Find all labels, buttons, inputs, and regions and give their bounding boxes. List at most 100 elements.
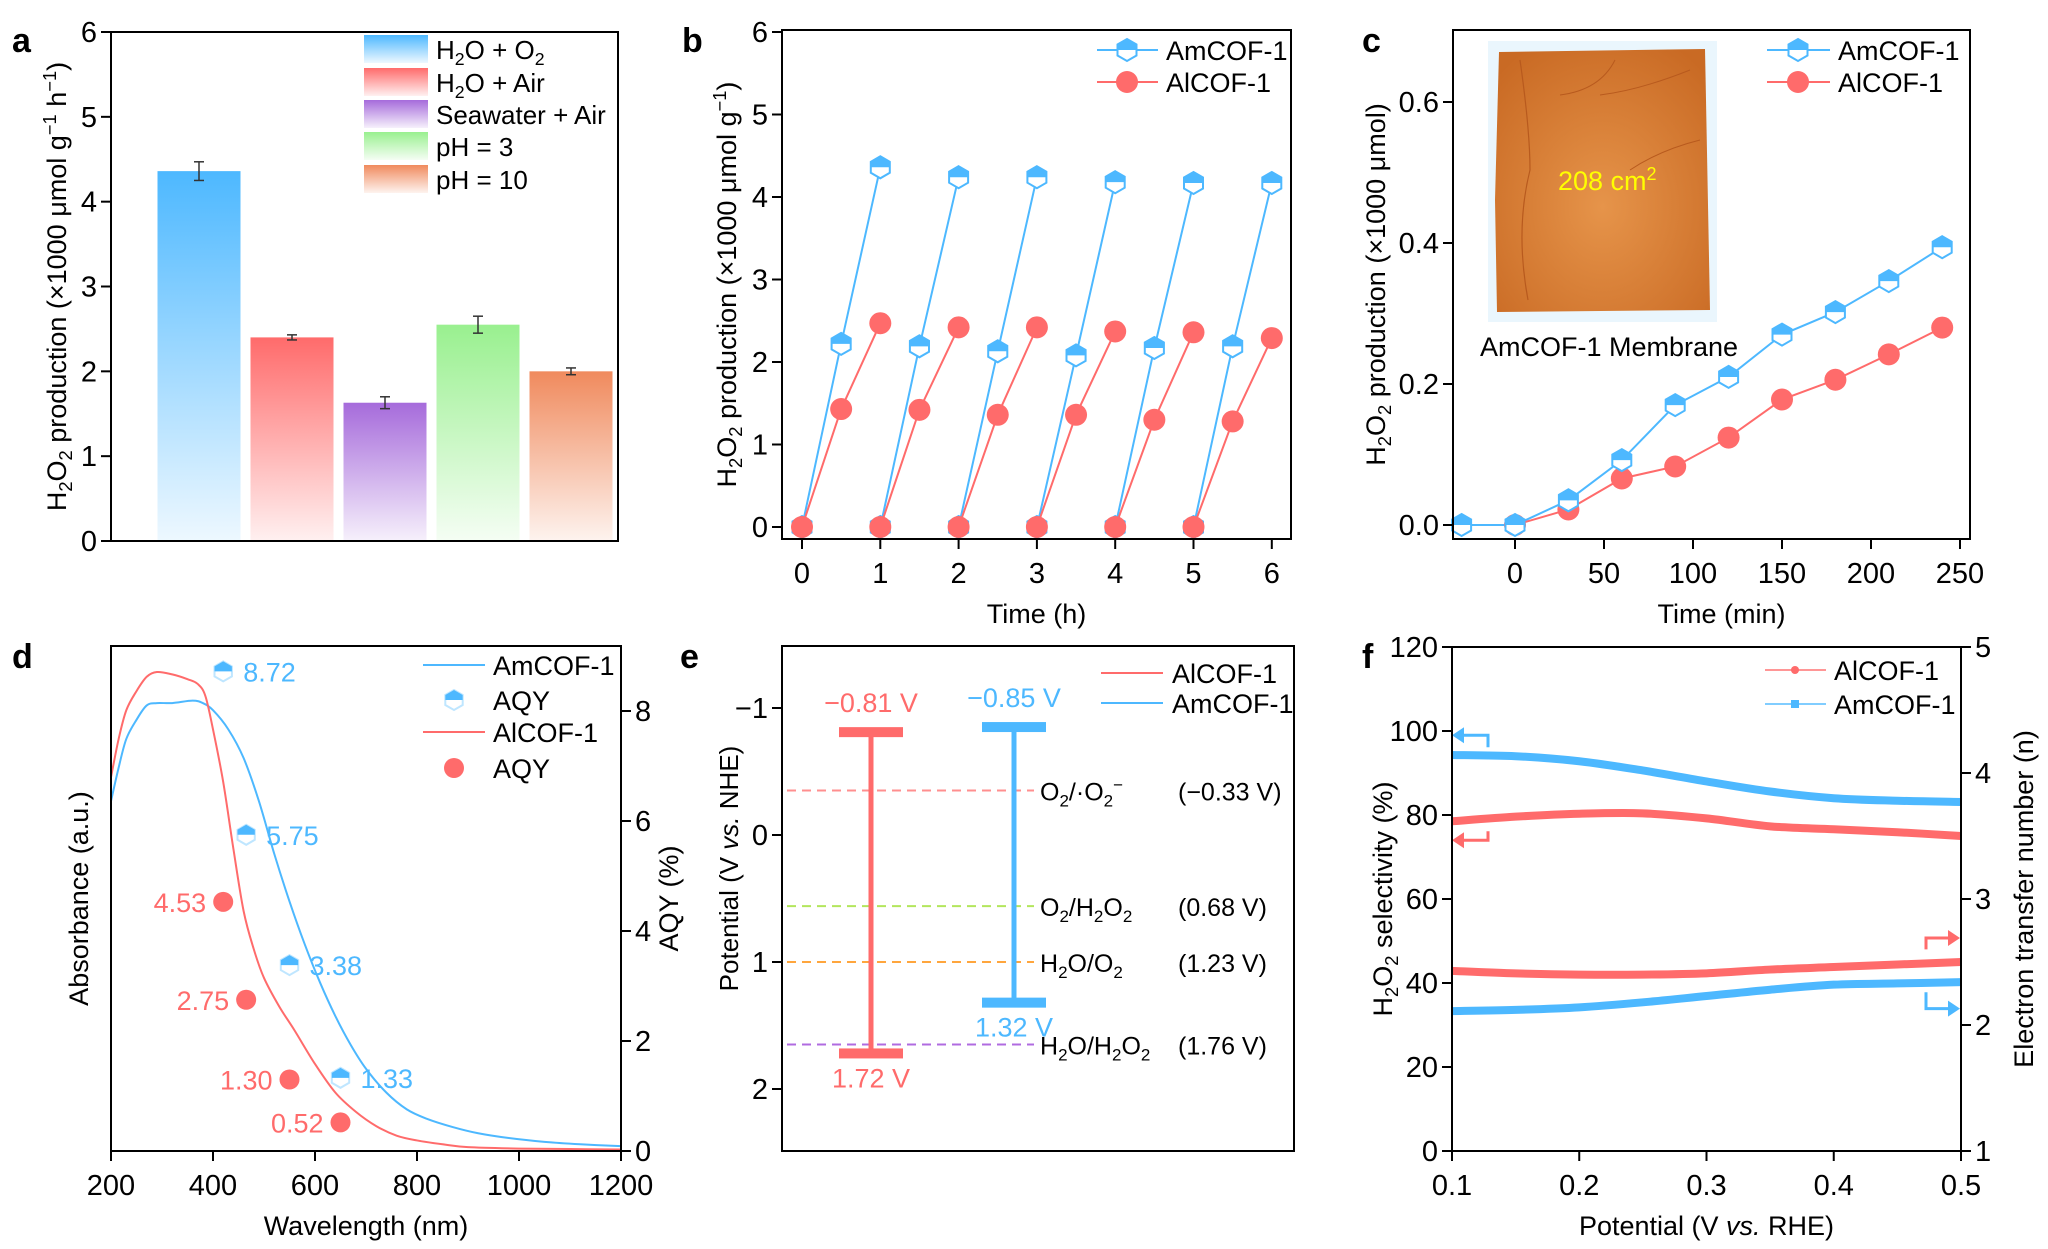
marker-fill: [1223, 335, 1243, 347]
legend-swatch: [364, 165, 428, 193]
label-segment: H: [1368, 997, 1398, 1017]
arrow-head: [1452, 832, 1464, 849]
AmCOF-1-line: [1461, 246, 1943, 526]
axes-frame: [1452, 29, 1971, 540]
x-tick-label: 0: [1507, 558, 1523, 590]
AlCOF-1-point: [1065, 403, 1088, 426]
label-segment: vs.: [1726, 1211, 1761, 1241]
AmCOF-1-point: [869, 155, 891, 180]
label-segment: 2: [455, 82, 465, 102]
label-segment: 2: [1059, 792, 1068, 811]
panel-label-e: e: [680, 638, 699, 676]
legend-label: AQY: [493, 686, 550, 716]
label-segment: H: [1040, 950, 1058, 978]
AlCOF-1-point: [1025, 316, 1048, 339]
vb-value-label: 1.72 V: [832, 1063, 910, 1093]
x-tick-label: 1: [872, 558, 888, 590]
label-segment: O: [1361, 415, 1391, 436]
aqy-point: [279, 1069, 300, 1090]
label-segment: −1: [709, 91, 730, 112]
AlCOF-1-line: [1192, 337, 1273, 528]
bar-1: [157, 171, 241, 542]
membrane-crack: [1559, 59, 1701, 171]
vb-value-label: 1.32 V: [975, 1013, 1053, 1043]
AmCOF-1-point: [830, 331, 852, 357]
x-tick-label: 5: [1185, 558, 1201, 590]
arrow-shaft: [1462, 733, 1490, 748]
reference-value-label: (1.76 V): [1178, 1033, 1267, 1061]
marker-fill: [1262, 171, 1282, 183]
label-segment: 2: [1141, 1046, 1150, 1065]
label-segment: O: [712, 437, 742, 458]
AmCOF-1-point: [1451, 512, 1473, 538]
aqy-point: [213, 891, 234, 912]
marker-fill: [445, 690, 463, 700]
inset-area-label: 208 cm2: [1558, 164, 1657, 196]
reference-value-label: (0.68 V): [1178, 894, 1267, 922]
AmCOF-1-point: [1504, 512, 1526, 538]
x-tick-label: 800: [393, 1170, 441, 1202]
arrow-shaft: [1462, 831, 1490, 842]
label-segment: O/H: [1068, 1033, 1112, 1061]
AmCOF-1-point: [1104, 170, 1126, 195]
bar-2: [250, 337, 334, 541]
label-segment: production (×1000 μmol g: [42, 135, 72, 450]
AlCOF-1-point: [1025, 516, 1048, 538]
AmCOF-1-vb-level: [982, 997, 1046, 1008]
marker-fill: [909, 335, 929, 347]
AlCOF-1-point: [869, 312, 892, 335]
x-tick-label: 0.3: [1686, 1170, 1726, 1202]
marker-fill: [870, 156, 890, 168]
y-tick-label: 0.0: [1399, 510, 1439, 542]
marker-fill: [1788, 39, 1808, 50]
AmCOF-1-point: [1878, 268, 1900, 294]
arrow-shaft: [1924, 992, 1950, 1011]
axes-frame: [781, 645, 1295, 1152]
y-tick-label: 2: [752, 1074, 768, 1106]
label-segment: 2: [1104, 792, 1113, 811]
AmCOF-1-point: [1718, 364, 1740, 390]
panel-label-a: a: [12, 22, 32, 60]
aqy-value-label: 5.75: [266, 821, 319, 851]
y2-tick-label: 2: [635, 1026, 651, 1058]
y-axis-label: H2​O2​ production (×1000 μmol): [1361, 103, 1395, 465]
y2-tick-label: 1: [1975, 1136, 1991, 1168]
x-tick-label: 0.4: [1814, 1170, 1854, 1202]
legend-marker: [1791, 700, 1799, 708]
label-segment: O + O: [465, 35, 535, 65]
label-segment: 2: [725, 426, 746, 436]
legend-marker: [444, 758, 464, 778]
AmCOF-1-cb-level: [982, 722, 1046, 733]
aqy-point: [279, 953, 300, 977]
label-segment: O: [1040, 779, 1059, 807]
y-tick-label: 4: [81, 187, 97, 219]
bar-3: [343, 402, 427, 541]
label-segment: Potential (V: [714, 850, 744, 992]
reference-couple-label: H2​O/H2​O2​: [1040, 1033, 1150, 1065]
aqy-value-label: 3.38: [310, 951, 363, 981]
label-segment: O: [1121, 1033, 1140, 1061]
legend-label: AmCOF-1: [1838, 36, 1960, 66]
left-axis-arrow-icon: [1452, 831, 1490, 849]
y-tick-label: 0: [752, 820, 768, 852]
x-tick-label: 600: [291, 1170, 339, 1202]
AmCOF-1 selectivity-curve: [1451, 750, 1962, 806]
bar-5: [529, 371, 613, 541]
cb-value-label: −0.85 V: [967, 683, 1061, 713]
AlCOF-1-vb-level: [839, 1048, 903, 1059]
legend-label: AmCOF-1: [1834, 690, 1956, 720]
y-tick-label: 2: [752, 347, 768, 379]
x-tick-label: 2: [951, 558, 967, 590]
AmCOF-1-point: [1183, 170, 1204, 196]
label-segment: Potential (V: [1579, 1211, 1726, 1241]
legend-marker: [1787, 37, 1809, 63]
label-segment: 2: [1381, 987, 1402, 997]
marker-fill: [1772, 323, 1792, 335]
legend-label: AmCOF-1: [1172, 689, 1294, 719]
AmCOF-1-point: [948, 165, 970, 190]
AmCOF-1-point: [1026, 165, 1048, 190]
marker-fill: [237, 824, 255, 835]
legend-label: AlCOF-1: [493, 718, 598, 748]
AmCOF-1-point: [1143, 335, 1165, 361]
y-axis-label: Absorbance (a.u.): [64, 791, 94, 1006]
